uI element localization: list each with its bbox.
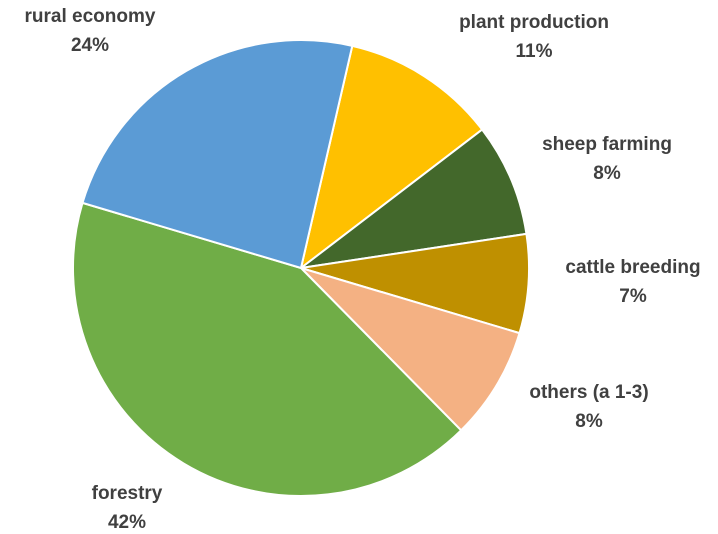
slice-name-label: forestry	[92, 483, 163, 504]
slice-percent-label: 8%	[575, 411, 603, 432]
slice-percent-label: 11%	[516, 41, 553, 62]
label-sheep-farming: sheep farming 8%	[542, 134, 672, 184]
label-cattle-breeding: cattle breeding 7%	[565, 257, 700, 307]
slice-percent-label: 7%	[619, 286, 647, 307]
pie-slice-plant-production	[300, 44, 484, 269]
label-plant-production: plant production 11%	[459, 12, 609, 62]
slice-percent-label: 8%	[593, 163, 621, 184]
pie-slices	[72, 39, 530, 497]
label-forestry: forestry 42%	[92, 483, 163, 533]
slice-name-label: rural economy	[25, 6, 156, 27]
slice-name-label: plant production	[459, 12, 609, 33]
pie-slice-sheep-farming	[300, 128, 528, 269]
pie-slice-others-a-1-3	[300, 267, 521, 432]
pie-slice-rural-economy	[81, 39, 354, 269]
slice-percent-label: 24%	[71, 35, 109, 56]
slice-name-label: sheep farming	[542, 134, 672, 155]
pie-slice-forestry	[72, 201, 463, 497]
slice-name-label: others (a 1-3)	[529, 382, 648, 403]
label-rural-economy: rural economy 24%	[25, 6, 156, 56]
label-others: others (a 1-3) 8%	[529, 382, 648, 432]
slice-name-label: cattle breeding	[565, 257, 700, 278]
slice-percent-label: 42%	[108, 512, 146, 533]
